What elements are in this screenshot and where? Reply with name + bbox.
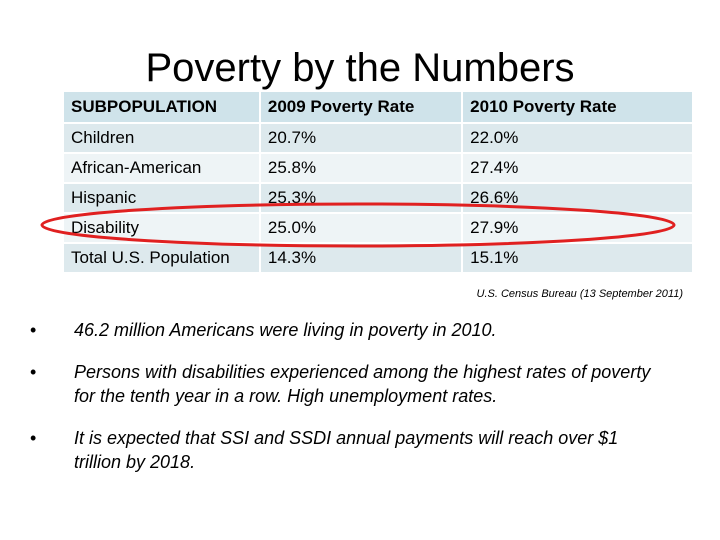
bullet-item: • It is expected that SSI and SSDI annual… [30, 426, 670, 474]
cell-2010-rate: 26.6% [463, 184, 694, 214]
cell-2009-rate: 14.3% [260, 244, 464, 274]
cell-2010-rate: 22.0% [463, 124, 694, 154]
source-citation: U.S. Census Bureau (13 September 2011) [476, 288, 683, 300]
cell-2010-rate: 15.1% [463, 244, 694, 274]
bullet-item: • 46.2 million Americans were living in p… [30, 318, 670, 342]
cell-2009-rate: 25.0% [260, 214, 464, 244]
bullet-text: It is expected that SSI and SSDI annual … [74, 428, 619, 472]
header-subpopulation: SUBPOPULATION [64, 92, 261, 124]
table-header-row: SUBPOPULATION 2009 Poverty Rate 2010 Pov… [64, 92, 694, 124]
cell-2009-rate: 20.7% [260, 124, 464, 154]
table-row: African-American 25.8% 27.4% [64, 154, 694, 184]
poverty-table: SUBPOPULATION 2009 Poverty Rate 2010 Pov… [64, 92, 694, 274]
bullet-item: • Persons with disabilities experienced a… [30, 360, 670, 408]
cell-subpopulation: African-American [64, 154, 261, 184]
table-row: Total U.S. Population 14.3% 15.1% [64, 244, 694, 274]
header-2010-rate: 2010 Poverty Rate [463, 92, 694, 124]
slide-title: Poverty by the Numbers [145, 46, 575, 90]
cell-2010-rate: 27.4% [463, 154, 694, 184]
cell-2009-rate: 25.3% [260, 184, 464, 214]
bullet-icon: • [30, 320, 37, 340]
cell-2010-rate: 27.9% [463, 214, 694, 244]
cell-subpopulation: Total U.S. Population [64, 244, 261, 274]
bullet-list: • 46.2 million Americans were living in p… [30, 318, 670, 492]
table-row-disability: Disability 25.0% 27.9% [64, 214, 694, 244]
table-row: Children 20.7% 22.0% [64, 124, 694, 154]
cell-2009-rate: 25.8% [260, 154, 464, 184]
cell-subpopulation: Children [64, 124, 261, 154]
bullet-icon: • [30, 362, 37, 382]
table-row: Hispanic 25.3% 26.6% [64, 184, 694, 214]
cell-subpopulation: Hispanic [64, 184, 261, 214]
bullet-icon: • [30, 428, 37, 448]
bullet-text: 46.2 million Americans were living in po… [74, 320, 497, 340]
cell-subpopulation: Disability [64, 214, 261, 244]
bullet-text: Persons with disabilities experienced am… [74, 362, 651, 406]
header-2009-rate: 2009 Poverty Rate [260, 92, 464, 124]
